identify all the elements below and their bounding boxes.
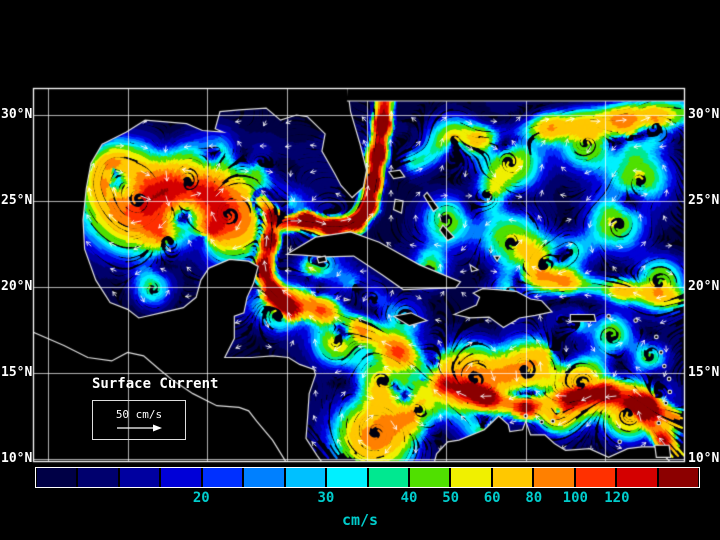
- colorbar-segment: [575, 468, 616, 487]
- colorbar-segment: [368, 468, 408, 487]
- lat-tick-label: 15°N: [688, 365, 720, 380]
- colorbar-tick-label: 80: [525, 490, 543, 506]
- colorbar-segment: [617, 468, 657, 487]
- colorbar-tick-label: 50: [442, 490, 460, 506]
- colorbar-segment: [327, 468, 367, 487]
- colorbar-segment: [492, 468, 533, 487]
- colorbar-segment: [161, 468, 201, 487]
- colorbar-segment: [78, 468, 118, 487]
- colorbar-segment: [119, 468, 160, 487]
- lat-tick-label: 20°N: [1, 279, 33, 294]
- lat-tick-label: 25°N: [1, 193, 33, 208]
- lat-tick-label: 30°N: [1, 107, 33, 122]
- colorbar-segment: [451, 468, 491, 487]
- colorbar: [35, 467, 700, 488]
- colorbar-tick-label: 40: [400, 490, 418, 506]
- lat-tick-label: 25°N: [688, 193, 720, 208]
- colorbar-segment: [202, 468, 243, 487]
- surface-current-label: Surface Current: [92, 376, 219, 392]
- scale-arrow-icon: [117, 424, 162, 431]
- scale-box: 50 cm/s: [92, 400, 186, 440]
- colorbar-segment: [534, 468, 574, 487]
- lat-tick-label: 15°N: [1, 365, 33, 380]
- lat-tick-label: 10°N: [1, 451, 33, 466]
- colorbar-tick-label: 60: [483, 490, 501, 506]
- lat-tick-label: 20°N: [688, 279, 720, 294]
- colorbar-unit-label: cm/s: [341, 511, 379, 529]
- lat-tick-label: 30°N: [688, 107, 720, 122]
- lat-tick-label: 10°N: [688, 451, 720, 466]
- colorbar-segment: [37, 468, 77, 487]
- colorbar-ticks: 20 30 40 50 60 80 100 120: [35, 490, 700, 508]
- colorbar-tick-label: 120: [604, 490, 630, 506]
- colorbar-tick-label: 20: [192, 490, 210, 506]
- colorbar-segment: [285, 468, 326, 487]
- colorbar-tick-label: 100: [562, 490, 588, 506]
- colorbar-segment: [658, 468, 698, 487]
- colorbar-tick-label: 30: [317, 490, 335, 506]
- colorbar-segment: [409, 468, 450, 487]
- scale-value-label: 50 cm/s: [115, 407, 163, 421]
- colorbar-segment: [244, 468, 284, 487]
